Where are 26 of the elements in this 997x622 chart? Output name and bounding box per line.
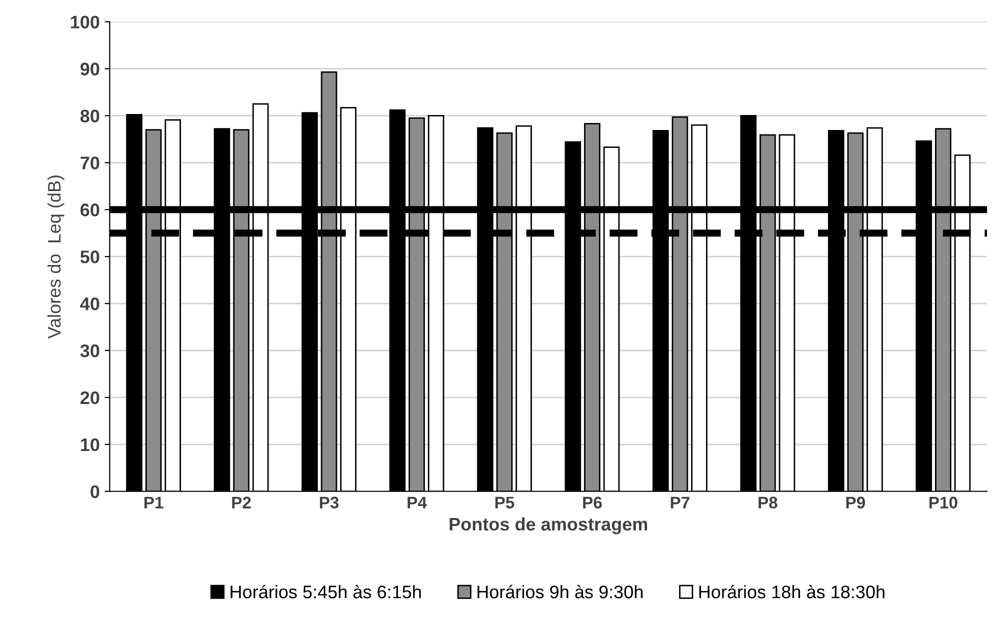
- y-tick-label: 90: [80, 62, 100, 76]
- x-tick-label: P10: [929, 496, 958, 508]
- y-tick-label: 80: [80, 110, 100, 122]
- y-tick-label: 30: [80, 344, 100, 358]
- x-tick-label: P8: [758, 496, 778, 508]
- y-tick-label: 0: [90, 485, 100, 498]
- x-tick-label: P3: [320, 496, 339, 509]
- y-tick-label: 50: [80, 250, 100, 264]
- y-tick-label: 70: [80, 156, 100, 170]
- x-tick-label: P9: [846, 496, 865, 508]
- x-tick-label: P5: [495, 496, 514, 508]
- y-tick-label: 40: [80, 297, 100, 310]
- legend-label: Horários 18h às 18:30h: [699, 584, 884, 598]
- x-tick-label: P2: [232, 496, 251, 508]
- x-tick-label: P6: [583, 496, 602, 508]
- y-tick-label: 20: [80, 391, 100, 404]
- y-axis-title: Valores do Leq (dB): [47, 176, 64, 339]
- x-tick-label: P7: [670, 496, 690, 508]
- legend-label: Horários 5:45h às 6:15h: [230, 584, 421, 598]
- legend-label: Horários 9h às 9:30h: [478, 584, 643, 598]
- y-tick-label: 100: [70, 16, 100, 28]
- y-tick-label: 10: [81, 438, 100, 452]
- x-tick-label: P4: [408, 496, 427, 508]
- x-axis-title: Pontos de amostragem: [450, 517, 648, 534]
- y-tick-label: 60: [80, 204, 100, 216]
- x-tick-label: P1: [144, 496, 164, 508]
